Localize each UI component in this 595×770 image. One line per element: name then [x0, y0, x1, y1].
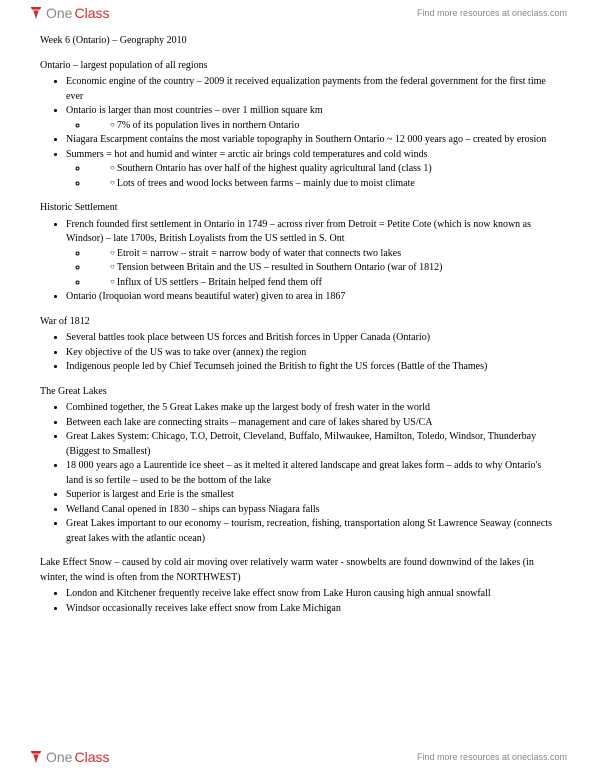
list-item: Great Lakes important to our economy – t… — [66, 517, 555, 546]
list-item: Etroit = narrow – strait = narrow body o… — [110, 247, 555, 262]
list-item: Ontario is larger than most countries – … — [66, 104, 555, 133]
section-greatlakes: The Great Lakes Combined together, the 5… — [40, 385, 555, 547]
bullet-list: Combined together, the 5 Great Lakes mak… — [40, 401, 555, 546]
section-head: War of 1812 — [40, 315, 555, 330]
section-head: The Great Lakes — [40, 385, 555, 400]
bullet-list: Several battles took place between US fo… — [40, 331, 555, 375]
logo-icon — [28, 749, 44, 765]
section-head: Ontario – largest population of all regi… — [40, 59, 555, 74]
footer-bar: OneClass Find more resources at oneclass… — [0, 744, 595, 770]
section-ontario: Ontario – largest population of all regi… — [40, 59, 555, 192]
list-item: Key objective of the US was to take over… — [66, 346, 555, 361]
list-item: Indigenous people led by Chief Tecumseh … — [66, 360, 555, 375]
brand-logo[interactable]: OneClass — [28, 5, 109, 21]
header-tagline[interactable]: Find more resources at oneclass.com — [417, 8, 567, 18]
bullet-list: London and Kitchener frequently receive … — [40, 587, 555, 616]
list-item: French founded first settlement in Ontar… — [66, 218, 555, 291]
list-item: Tension between Britain and the US – res… — [110, 261, 555, 276]
list-item: Ontario (Iroquoian word means beautiful … — [66, 290, 555, 305]
brand-logo-footer[interactable]: OneClass — [28, 749, 109, 765]
list-item: London and Kitchener frequently receive … — [66, 587, 555, 602]
list-item: Superior is largest and Erie is the smal… — [66, 488, 555, 503]
list-item: Influx of US settlers – Britain helped f… — [110, 276, 555, 291]
list-item: Lots of trees and wood locks between far… — [110, 177, 555, 192]
list-item: Welland Canal opened in 1830 – ships can… — [66, 503, 555, 518]
section-historic: Historic Settlement French founded first… — [40, 201, 555, 305]
logo-text-one: One — [46, 5, 72, 21]
document-body: Week 6 (Ontario) – Geography 2010 Ontari… — [0, 26, 595, 616]
logo-text-class: Class — [74, 749, 109, 765]
section-head: Historic Settlement — [40, 201, 555, 216]
list-item: Windsor occasionally receives lake effec… — [66, 602, 555, 617]
section-paragraph: Lake Effect Snow – caused by cold air mo… — [40, 556, 555, 585]
logo-text-one: One — [46, 749, 72, 765]
list-item: 7% of its population lives in northern O… — [110, 119, 555, 134]
list-item: Economic engine of the country – 2009 it… — [66, 75, 555, 104]
list-item: Southern Ontario has over half of the hi… — [110, 162, 555, 177]
page-title: Week 6 (Ontario) – Geography 2010 — [40, 34, 555, 49]
header-bar: OneClass Find more resources at oneclass… — [0, 0, 595, 26]
list-item: Combined together, the 5 Great Lakes mak… — [66, 401, 555, 416]
bullet-list: Economic engine of the country – 2009 it… — [40, 75, 555, 191]
list-item: 18 000 years ago a Laurentide ice sheet … — [66, 459, 555, 488]
list-item: Between each lake are connecting straits… — [66, 416, 555, 431]
list-item: Great Lakes System: Chicago, T.O, Detroi… — [66, 430, 555, 459]
list-item: Summers = hot and humid and winter = arc… — [66, 148, 555, 192]
section-lakeeffect: Lake Effect Snow – caused by cold air mo… — [40, 556, 555, 616]
section-war1812: War of 1812 Several battles took place b… — [40, 315, 555, 375]
logo-icon — [28, 5, 44, 21]
list-item: Niagara Escarpment contains the most var… — [66, 133, 555, 148]
list-item: Several battles took place between US fo… — [66, 331, 555, 346]
footer-tagline[interactable]: Find more resources at oneclass.com — [417, 752, 567, 762]
bullet-list: French founded first settlement in Ontar… — [40, 218, 555, 305]
logo-text-class: Class — [74, 5, 109, 21]
